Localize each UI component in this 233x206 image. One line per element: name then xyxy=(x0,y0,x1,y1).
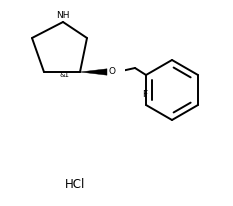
Text: NH: NH xyxy=(56,11,70,20)
Text: O: O xyxy=(109,68,116,76)
Polygon shape xyxy=(80,69,107,75)
Text: F: F xyxy=(142,90,147,99)
Text: HCl: HCl xyxy=(65,179,85,192)
Text: &1: &1 xyxy=(59,72,69,78)
